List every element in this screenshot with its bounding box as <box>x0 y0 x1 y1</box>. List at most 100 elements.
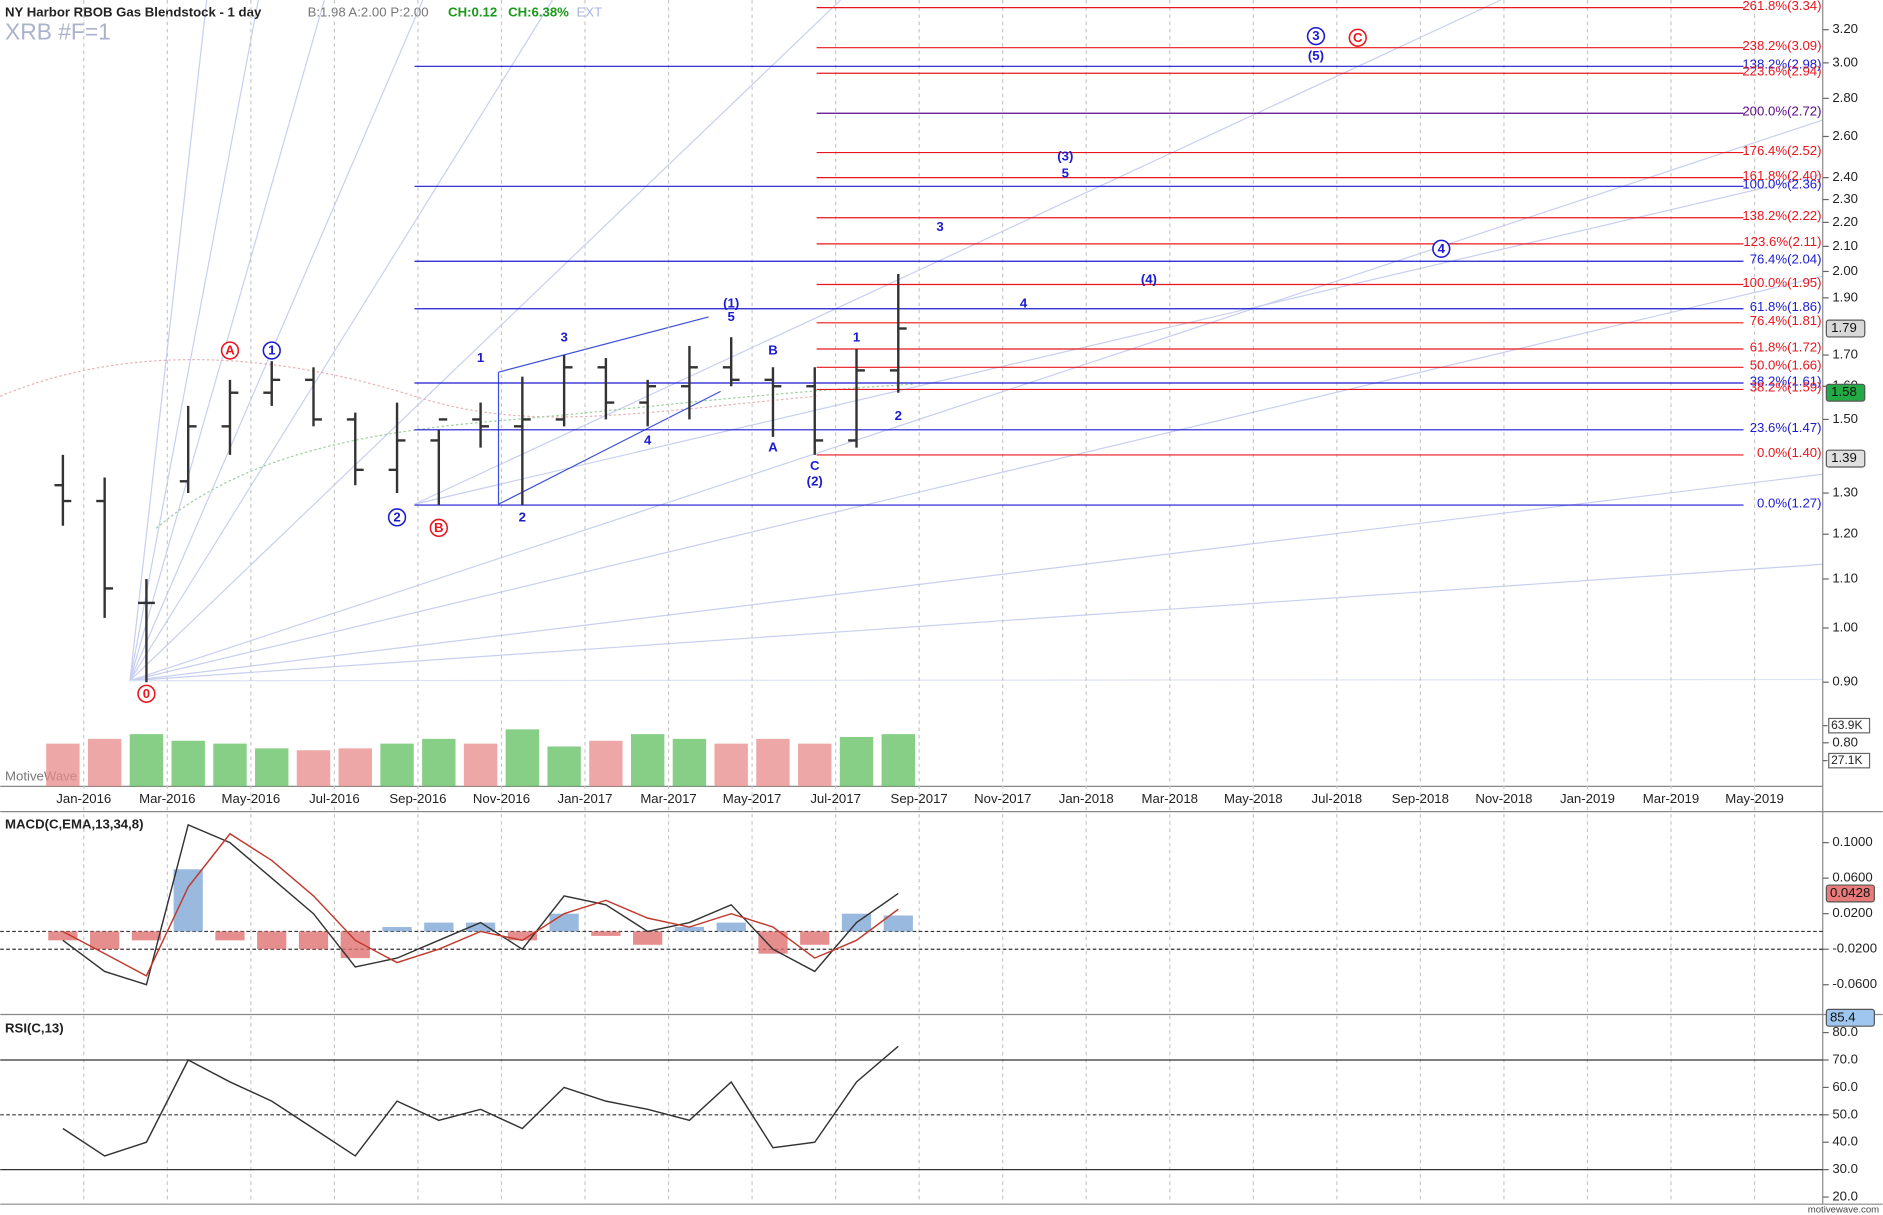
volume-bar <box>338 748 372 787</box>
histogram-bar <box>633 931 663 945</box>
y-tick-label: -0.0600 <box>1832 976 1877 991</box>
wave-label: 4 <box>1020 295 1028 310</box>
volume-bar <box>422 738 456 787</box>
y-tick-label: 2.30 <box>1832 191 1858 206</box>
x-tick-label: May-2019 <box>1725 791 1784 806</box>
y-tick-label: 2.60 <box>1832 128 1858 143</box>
fib-label: 38.2%(1.61) <box>1750 373 1822 388</box>
histogram-bar <box>716 922 746 932</box>
fan-line <box>129 0 554 682</box>
value-box <box>1825 884 1875 903</box>
wave-circle <box>262 341 281 360</box>
value-box <box>1825 1008 1875 1027</box>
histogram-bar <box>591 931 621 936</box>
wave-label: (1) <box>723 295 739 310</box>
x-tick-label: Nov-2017 <box>974 791 1031 806</box>
y-tick-label: 1.10 <box>1832 570 1858 585</box>
y-tick-label: 1.50 <box>1832 411 1858 426</box>
x-tick-label: Mar-2016 <box>139 791 195 806</box>
ext: EXT <box>577 5 603 20</box>
wave-label: 3 <box>1312 28 1319 43</box>
macd-line <box>62 832 899 977</box>
y-tick-label: 80.0 <box>1832 1024 1858 1039</box>
fib-label: 100.0%(1.95) <box>1742 275 1821 290</box>
wave-label: 1 <box>268 343 275 358</box>
wave-label: (3) <box>1057 149 1073 164</box>
volume-bar <box>213 743 247 787</box>
wave-circle <box>220 341 240 360</box>
fib-label: 0.0%(1.27) <box>1757 495 1822 510</box>
wave-label: 2 <box>393 509 400 524</box>
y-tick-label: 3.20 <box>1832 21 1858 36</box>
volume-bar <box>839 736 874 787</box>
y-tick-label: 30.0 <box>1832 1161 1858 1176</box>
x-tick-label: Sep-2017 <box>891 791 948 806</box>
volume-bar <box>296 750 331 787</box>
channel-line <box>498 390 721 505</box>
y-tick-label: 70.0 <box>1832 1051 1858 1066</box>
histogram-bar <box>758 931 788 954</box>
histogram-bar <box>674 927 705 932</box>
footer: motivewave.com <box>1808 1205 1879 1215</box>
x-tick-label: Mar-2017 <box>640 791 696 806</box>
change: CH:0.12 <box>448 5 497 20</box>
histogram-bar <box>215 931 245 941</box>
wave-circle <box>387 508 407 527</box>
drawing-tools <box>0 0 1823 682</box>
fan-line <box>129 0 842 682</box>
change: CH:6.38% <box>508 5 569 20</box>
fan-line <box>129 275 1823 682</box>
wave-label: 1 <box>853 329 860 344</box>
wave-circle <box>429 518 448 538</box>
fan-line <box>414 0 1502 505</box>
moving-average <box>155 383 913 529</box>
fib-label: 176.4%(2.52) <box>1742 143 1821 158</box>
price-box <box>1825 319 1866 338</box>
wave-label: (4) <box>1141 271 1157 286</box>
wave-label: C <box>810 458 820 473</box>
volume-bar <box>129 734 164 787</box>
fib-label: 23.6%(1.47) <box>1750 420 1822 435</box>
moving-average <box>0 359 817 418</box>
histogram-bar <box>424 922 454 932</box>
chart-title: NY Harbor RBOB Gas Blendstock - 1 day <box>5 5 262 20</box>
volume-bar <box>589 740 623 787</box>
fib-label: 38.2%(1.59) <box>1750 380 1822 395</box>
x-tick-label: Nov-2016 <box>473 791 530 806</box>
y-tick-label: 0.0200 <box>1832 905 1872 920</box>
y-tick-label: 2.10 <box>1832 238 1858 253</box>
channel-line <box>498 316 709 373</box>
y-tick-label: 2.40 <box>1832 169 1858 184</box>
histogram-bar <box>298 931 329 950</box>
value-label: 0.0428 <box>1830 885 1870 900</box>
volume-bar <box>714 743 748 787</box>
volume-bar <box>798 743 832 787</box>
histogram-bar <box>90 931 120 950</box>
volume-bar <box>171 740 205 787</box>
wave-label: C <box>1353 30 1363 45</box>
histogram-bar <box>507 931 537 941</box>
wave-label: B <box>434 520 444 535</box>
wave-circle <box>1306 26 1326 46</box>
fan-line <box>129 0 325 681</box>
fib-label: 123.6%(2.11) <box>1743 234 1821 249</box>
wave-label: 2 <box>519 509 526 524</box>
fan-line <box>129 0 259 681</box>
x-tick-label: Mar-2019 <box>1643 791 1699 806</box>
x-tick-label: May-2016 <box>222 791 281 806</box>
fib-label: 238.2%(3.09) <box>1742 38 1821 53</box>
x-tick-label: Sep-2018 <box>1392 791 1449 806</box>
y-tick-label: 3.00 <box>1832 54 1858 69</box>
wave-label: 1 <box>477 350 484 365</box>
x-tick-label: Jan-2019 <box>1560 791 1615 806</box>
volume-bar <box>46 743 80 787</box>
wave-circle <box>1348 28 1367 47</box>
y-tick-label: 1.90 <box>1832 289 1858 304</box>
fib-label: 50.0%(1.66) <box>1750 358 1822 373</box>
y-tick-label: 0.1000 <box>1832 834 1872 849</box>
y-tick-label: 0.80 <box>1832 734 1858 749</box>
fib-label: 0.0%(1.40) <box>1757 445 1822 460</box>
histogram-bar <box>131 931 162 941</box>
